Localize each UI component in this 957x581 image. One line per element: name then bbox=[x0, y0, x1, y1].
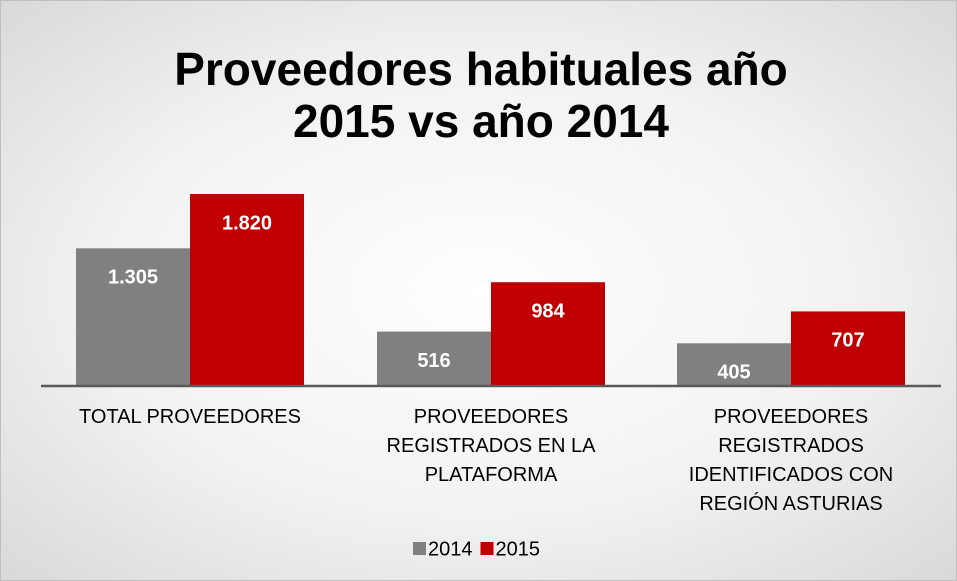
bar bbox=[677, 343, 791, 386]
bar bbox=[791, 311, 905, 386]
legend-label: 2015 bbox=[496, 538, 541, 560]
chart-title: Proveedores habituales año 2015 vs año 2… bbox=[174, 43, 788, 147]
legend-label: 2014 bbox=[428, 538, 473, 560]
data-label: 1.820 bbox=[222, 212, 272, 234]
data-label: 405 bbox=[717, 362, 750, 384]
data-label: 1.305 bbox=[108, 267, 158, 289]
bar bbox=[76, 248, 190, 386]
bar bbox=[377, 331, 491, 386]
legend-swatch bbox=[480, 542, 494, 555]
x-tick-label: TOTAL PROVEEDORES bbox=[79, 406, 301, 428]
x-tick-label: PROVEEDORES REGISTRADOS IDENTIFICADOS CO… bbox=[688, 406, 894, 515]
data-label: 984 bbox=[531, 300, 565, 322]
bar bbox=[190, 194, 304, 386]
data-label: 707 bbox=[831, 330, 864, 352]
bar bbox=[491, 282, 605, 386]
data-label: 516 bbox=[417, 350, 450, 372]
x-tick-label: PROVEEDORES REGISTRADOS EN LA PLATAFORMA bbox=[386, 406, 596, 486]
legend-swatch bbox=[413, 542, 426, 555]
